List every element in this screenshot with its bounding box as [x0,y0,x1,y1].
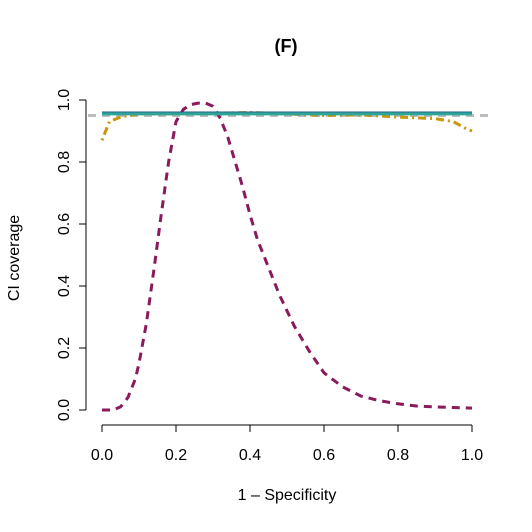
x-tick-label: 0.4 [239,447,261,464]
y-tick-label: 0.8 [56,151,73,173]
series-line-1 [102,101,473,412]
plot-series [100,101,473,412]
x-tick-label: 1.0 [461,447,483,464]
x-axis: 0.0 0.2 0.4 0.6 0.8 1.0 [91,424,483,464]
x-axis-label: 1 – Specificity [238,487,337,504]
y-tick-label: 0.4 [56,275,73,297]
y-tick-label: 0.2 [56,337,73,359]
x-tick-label: 0.2 [165,447,187,464]
y-tick-label: 1.0 [56,89,73,111]
chart-title: (F) [275,36,298,56]
y-axis: 0.0 0.2 0.4 0.6 0.8 1.0 [56,89,87,421]
x-tick-label: 0.6 [313,447,335,464]
x-tick-label: 0.8 [387,447,409,464]
y-axis-label: CI coverage [6,215,23,301]
x-tick-label: 0.0 [91,447,113,464]
y-tick-label: 0.6 [56,213,73,235]
y-tick-label: 0.0 [56,399,73,421]
